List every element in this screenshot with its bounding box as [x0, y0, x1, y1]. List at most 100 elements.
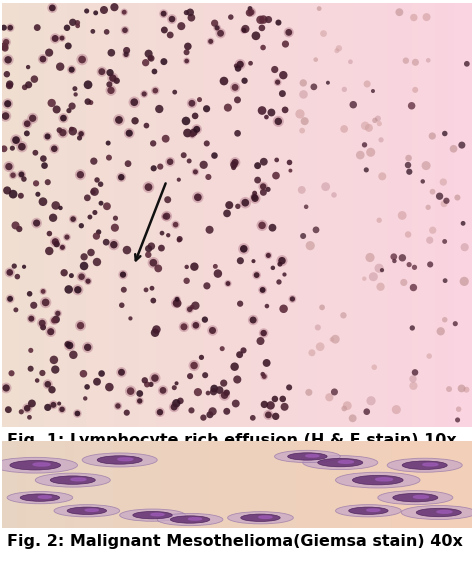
Point	[210, 384, 218, 393]
Circle shape	[71, 478, 86, 481]
Point	[0, 23, 8, 32]
Point	[237, 256, 244, 265]
Point	[231, 362, 238, 371]
Point	[10, 262, 18, 271]
Point	[298, 126, 306, 135]
Point	[275, 277, 283, 286]
Point	[152, 86, 159, 95]
Point	[274, 77, 282, 86]
Bar	[440, 441, 447, 528]
Point	[111, 223, 118, 232]
Point	[24, 63, 32, 72]
Bar	[305, 441, 312, 528]
Point	[346, 57, 354, 66]
Point	[209, 407, 216, 416]
Point	[423, 12, 430, 21]
Circle shape	[338, 460, 354, 463]
Point	[63, 23, 71, 32]
Bar	[14, 3, 20, 427]
Point	[443, 196, 450, 205]
Bar	[42, 441, 50, 528]
Circle shape	[336, 505, 401, 517]
Bar	[225, 441, 233, 528]
Point	[254, 176, 262, 185]
Bar	[270, 3, 275, 427]
Bar	[146, 441, 154, 528]
Point	[84, 343, 91, 352]
Point	[7, 23, 14, 32]
Point	[436, 192, 443, 201]
Point	[177, 21, 185, 31]
Point	[9, 190, 17, 199]
Point	[145, 250, 152, 259]
Point	[52, 201, 60, 210]
Point	[278, 256, 286, 265]
Point	[149, 139, 157, 148]
Bar	[365, 3, 371, 427]
Point	[156, 408, 164, 417]
Circle shape	[274, 450, 340, 463]
Point	[78, 55, 86, 64]
Point	[2, 111, 9, 120]
Point	[257, 337, 264, 346]
Point	[121, 25, 129, 34]
Point	[77, 321, 84, 330]
Point	[59, 243, 66, 252]
Point	[424, 203, 432, 212]
Point	[251, 193, 258, 202]
Point	[65, 106, 73, 115]
Point	[136, 397, 144, 406]
Point	[39, 197, 47, 206]
Point	[308, 348, 316, 357]
Point	[50, 316, 58, 325]
Point	[3, 186, 11, 195]
Circle shape	[228, 512, 293, 524]
Bar	[368, 441, 376, 528]
Point	[226, 201, 233, 210]
Bar	[2, 441, 10, 528]
Point	[305, 388, 313, 397]
Point	[115, 115, 123, 124]
Point	[246, 4, 254, 13]
Bar	[234, 3, 240, 427]
Bar	[246, 3, 252, 427]
Point	[429, 225, 437, 234]
Bar	[376, 441, 384, 528]
Point	[39, 55, 47, 64]
Point	[182, 116, 190, 125]
Bar	[311, 3, 317, 427]
Point	[193, 125, 201, 134]
Point	[331, 388, 338, 397]
Bar	[217, 441, 225, 528]
Point	[50, 355, 58, 364]
Point	[405, 154, 412, 163]
Point	[320, 29, 328, 38]
Bar	[20, 3, 26, 427]
Point	[51, 144, 58, 153]
Point	[279, 89, 286, 98]
Point	[64, 41, 72, 50]
Point	[103, 202, 111, 211]
Point	[253, 271, 260, 280]
Point	[183, 276, 191, 285]
Point	[44, 177, 52, 186]
Circle shape	[393, 493, 438, 502]
Point	[39, 154, 47, 163]
Circle shape	[401, 506, 474, 520]
Point	[162, 212, 169, 221]
Bar	[169, 3, 174, 427]
Point	[110, 3, 118, 12]
Bar	[289, 441, 297, 528]
Point	[254, 161, 262, 170]
Circle shape	[133, 511, 172, 519]
Point	[18, 142, 26, 151]
Point	[191, 167, 199, 176]
Point	[1, 44, 9, 53]
Point	[159, 386, 167, 395]
Point	[445, 385, 453, 394]
Bar	[145, 3, 151, 427]
Point	[409, 375, 417, 384]
Point	[152, 86, 159, 95]
Bar	[98, 3, 103, 427]
Point	[404, 230, 412, 239]
